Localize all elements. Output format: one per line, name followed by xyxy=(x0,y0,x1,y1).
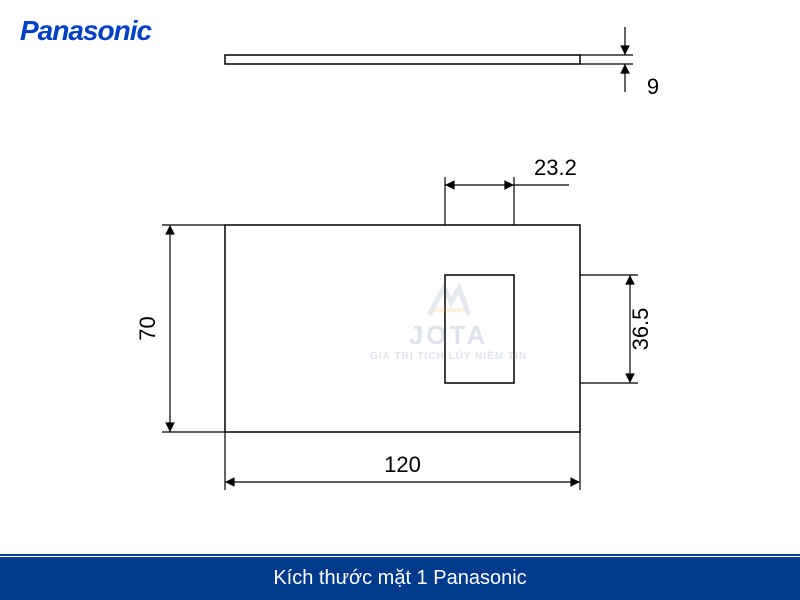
footer-top-line xyxy=(0,554,800,556)
technical-drawing: 9 120 70 23.2 36.5 xyxy=(0,0,800,560)
svg-text:70: 70 xyxy=(135,316,160,340)
svg-text:36.5: 36.5 xyxy=(628,308,653,351)
svg-text:23.2: 23.2 xyxy=(534,155,577,180)
side-elevation xyxy=(225,55,580,64)
caption-text: Kích thước mặt 1 Panasonic xyxy=(273,567,526,589)
front-elevation xyxy=(225,225,580,432)
svg-text:9: 9 xyxy=(647,74,659,99)
svg-text:120: 120 xyxy=(384,452,421,477)
diagram-container: Panasonic 91207023.236.5 JOTA GIÁ TRỊ xyxy=(0,0,800,600)
caption-bar: Kích thước mặt 1 Panasonic xyxy=(0,557,800,600)
